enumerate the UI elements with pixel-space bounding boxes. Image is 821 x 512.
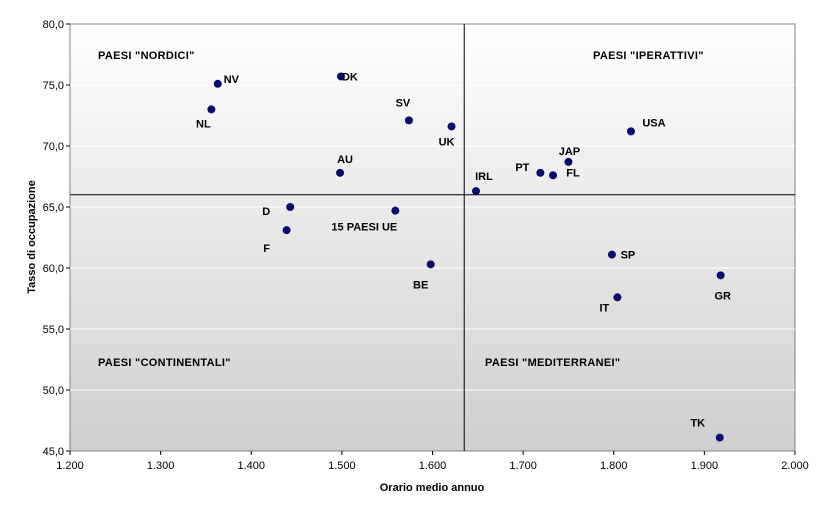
x-axis-ticks: 1.200 1.300 1.400 1.500 1.600 1.700 1.800 1.900… <box>56 451 809 472</box>
x-tick-label: 1.700 <box>509 460 537 472</box>
data-point <box>716 271 725 280</box>
x-tick-label: 1.300 <box>147 460 175 472</box>
quadrant-label-continentali: PAESI "CONTINENTALI" <box>98 357 231 369</box>
data-point <box>336 168 345 177</box>
x-tick-label: 1.600 <box>419 460 447 472</box>
data-point <box>282 226 291 235</box>
point-label: PT <box>515 162 529 174</box>
quadrant-label-mediterranei: PAESI "MEDITERRANEI" <box>485 357 620 369</box>
point-label: FL <box>566 167 580 179</box>
x-tick-label: 1.800 <box>600 460 628 472</box>
point-label: UK <box>439 136 455 148</box>
data-point <box>613 293 622 302</box>
point-label: JAP <box>559 146 580 158</box>
data-point <box>391 206 400 215</box>
gridlines <box>70 84 795 391</box>
x-tick-label: 1.500 <box>328 460 356 472</box>
data-point <box>715 433 724 442</box>
y-axis-ticks: 45,0 50,0 55,0 60,0 65,0 70,0 75,0 80,0 <box>43 19 70 458</box>
y-axis-title: Tasso di occupazione <box>26 180 38 294</box>
quadrant-label-nordici: PAESI "NORDICI" <box>98 50 195 62</box>
y-tick-label: 60,0 <box>43 263 64 275</box>
x-axis-title: Orario medio annuo <box>380 482 485 494</box>
point-label: NV <box>224 74 240 86</box>
x-tick-label: 1.200 <box>56 460 84 472</box>
data-point <box>626 127 635 136</box>
data-point <box>336 72 345 81</box>
plot-area <box>69 23 796 452</box>
point-label: AU <box>337 154 353 166</box>
point-label: TK <box>690 418 705 430</box>
x-tick-label: 1.400 <box>237 460 265 472</box>
point-label: F <box>263 243 270 255</box>
point-label: USA <box>642 117 665 129</box>
quadrant-label-iperattivi: PAESI "IPERATTIVI" <box>593 50 704 62</box>
point-label: BE <box>413 279 428 291</box>
point-label: SP <box>621 250 636 262</box>
x-tick-label: 2.000 <box>781 460 809 472</box>
data-point <box>286 203 295 211</box>
data-point <box>472 187 480 196</box>
data-point <box>213 79 222 88</box>
y-tick-label: 70,0 <box>43 141 64 153</box>
data-point <box>207 105 216 114</box>
x-tick-label: 1.900 <box>691 460 719 472</box>
data-point <box>564 157 573 166</box>
data-point <box>607 250 616 259</box>
data-point <box>447 122 456 131</box>
point-label: IRL <box>475 171 493 183</box>
point-label: NL <box>196 118 211 130</box>
data-point <box>536 168 545 177</box>
data-point <box>426 260 435 269</box>
point-label: SV <box>396 97 411 109</box>
data-point <box>404 116 413 125</box>
point-label: DK <box>342 71 358 83</box>
y-tick-label: 50,0 <box>43 385 64 397</box>
point-label: 15 PAESI UE <box>331 222 397 234</box>
y-tick-label: 75,0 <box>43 80 64 92</box>
point-label: D <box>262 206 270 218</box>
y-tick-label: 80,0 <box>43 19 64 31</box>
data-point <box>549 171 558 180</box>
quadrant-dividers <box>70 24 795 451</box>
point-label: GR <box>714 290 731 302</box>
y-tick-label: 45,0 <box>43 446 64 458</box>
y-tick-label: 55,0 <box>43 324 64 336</box>
y-tick-label: 65,0 <box>43 202 64 214</box>
point-label: IT <box>599 302 609 314</box>
data-points: NV DK NL SV UK AU IRL PT FL JAP USA D 15 PAESI UE F BE… <box>196 71 731 442</box>
